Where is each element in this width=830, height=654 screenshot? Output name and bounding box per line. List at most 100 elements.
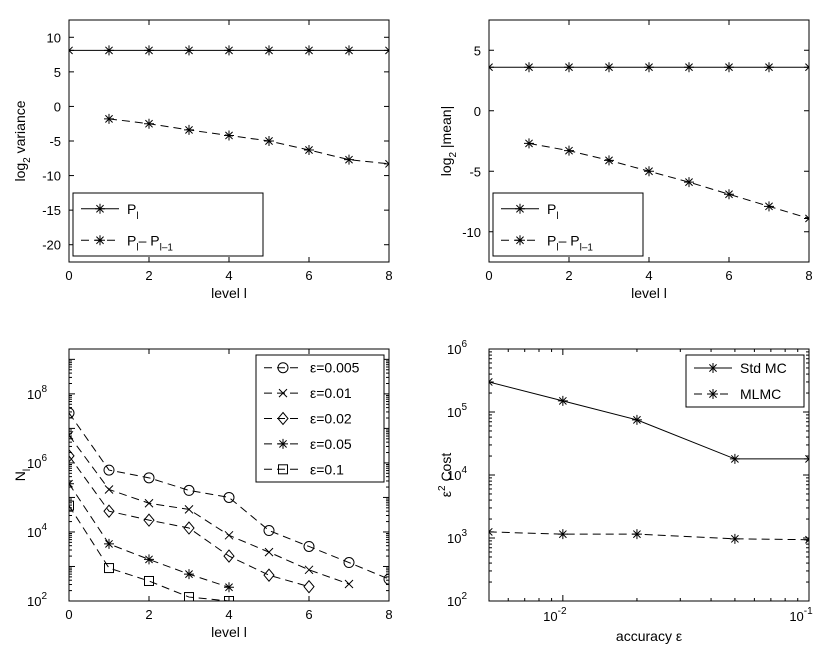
data-point xyxy=(144,575,154,586)
x-tick-label: 6 xyxy=(725,268,732,283)
y-tick-label: 102 xyxy=(27,591,47,609)
data-point xyxy=(69,500,74,511)
data-point xyxy=(223,549,235,563)
data-point xyxy=(644,166,654,177)
series-2 xyxy=(104,113,389,169)
legend-box xyxy=(685,354,805,408)
data-point xyxy=(104,45,114,56)
y-tick-label: -15 xyxy=(42,203,61,218)
data-point xyxy=(183,521,195,535)
legend: ε=0.005 ε=0.01 ε=0.02 ε=0.05 ε=0.1 xyxy=(255,354,385,483)
legend-marker xyxy=(277,362,289,374)
data-point xyxy=(184,45,194,56)
data-point xyxy=(69,478,74,489)
legend-label: ε=0.005 xyxy=(310,360,360,376)
data-point xyxy=(724,62,734,73)
data-point xyxy=(224,582,234,593)
data-point xyxy=(644,62,654,73)
data-point xyxy=(69,407,75,419)
legend-marker xyxy=(278,464,288,475)
data-point xyxy=(604,155,614,166)
y-tick-label: 108 xyxy=(27,384,47,402)
x-tick-label: 2 xyxy=(145,268,152,283)
data-point xyxy=(69,430,74,440)
data-point xyxy=(384,158,389,169)
series-4 xyxy=(69,478,234,593)
data-point xyxy=(557,395,568,406)
data-point xyxy=(103,464,115,476)
x-tick-label: 8 xyxy=(385,268,392,283)
data-point xyxy=(304,144,314,155)
data-point xyxy=(183,484,195,496)
data-point xyxy=(223,491,235,503)
x-tick-label: 4 xyxy=(645,268,652,283)
data-point xyxy=(69,449,75,463)
data-point xyxy=(684,62,694,73)
data-point xyxy=(184,505,194,514)
y-axis-label: Nl xyxy=(12,469,33,481)
data-point xyxy=(144,554,154,565)
x-tick-label: 10-2 xyxy=(543,606,567,624)
legend-marker xyxy=(515,203,525,214)
x-tick-label: 4 xyxy=(225,268,232,283)
series-5 xyxy=(69,500,234,601)
y-tick-label: 106 xyxy=(27,453,47,471)
data-point xyxy=(144,118,154,129)
data-point xyxy=(489,62,494,73)
x-tick-label: 2 xyxy=(145,607,152,622)
series-line xyxy=(69,412,389,580)
data-point xyxy=(343,557,355,569)
data-point xyxy=(104,485,114,494)
data-point xyxy=(729,533,740,544)
data-point xyxy=(804,534,809,545)
y-tick-label: 104 xyxy=(447,465,467,483)
legend-label: MLMC xyxy=(740,386,781,402)
data-point xyxy=(804,213,809,224)
series-1 xyxy=(489,62,809,73)
y-tick-label: 5 xyxy=(54,65,61,80)
series-line xyxy=(69,505,230,601)
data-point xyxy=(604,62,614,73)
legend-marker xyxy=(278,438,288,449)
series-1 xyxy=(69,45,389,56)
series-line xyxy=(489,531,809,541)
data-point xyxy=(69,45,74,56)
x-tick-label: 0 xyxy=(65,607,72,622)
data-point xyxy=(344,45,354,56)
data-point xyxy=(764,62,774,73)
x-tick-label: 0 xyxy=(65,268,72,283)
data-point xyxy=(804,62,809,73)
series-1 xyxy=(69,407,389,585)
legend-marker xyxy=(515,235,525,246)
data-point xyxy=(303,540,315,552)
chart-panel-2: 0 2 4 6 8 5 0 -5 -10 level l log2 |mean| Pl Pl– Pl–1 xyxy=(438,19,813,301)
x-axis-label: accuracy ε xyxy=(616,628,682,644)
x-tick-label: 2 xyxy=(565,268,572,283)
y-tick-label: 10 xyxy=(47,30,61,45)
data-point xyxy=(104,538,114,549)
legend-label: ε=0.02 xyxy=(310,411,352,427)
series-line xyxy=(108,118,389,165)
data-point xyxy=(764,201,774,212)
chart-panel-4: 10-2 10-1 102 103 104 105 106 accuracy ε ε2 Cost… xyxy=(437,339,813,644)
y-tick-label: 104 xyxy=(27,522,47,540)
x-tick-label: 0 xyxy=(485,268,492,283)
legend-label: Pl xyxy=(547,201,559,222)
y-tick-label: 105 xyxy=(447,402,467,420)
data-point xyxy=(264,45,274,56)
series-1 xyxy=(489,376,809,464)
series-3 xyxy=(69,449,315,594)
data-point xyxy=(524,138,534,149)
x-axis-label: level l xyxy=(631,285,667,301)
legend-box xyxy=(492,192,644,257)
series-line xyxy=(69,483,230,588)
data-point xyxy=(263,525,275,537)
data-point xyxy=(184,592,194,601)
data-point xyxy=(103,504,115,518)
data-point xyxy=(383,573,389,585)
legend-marker xyxy=(95,235,105,246)
x-tick-label: 4 xyxy=(225,607,232,622)
data-point xyxy=(564,145,574,156)
data-point xyxy=(143,513,155,527)
